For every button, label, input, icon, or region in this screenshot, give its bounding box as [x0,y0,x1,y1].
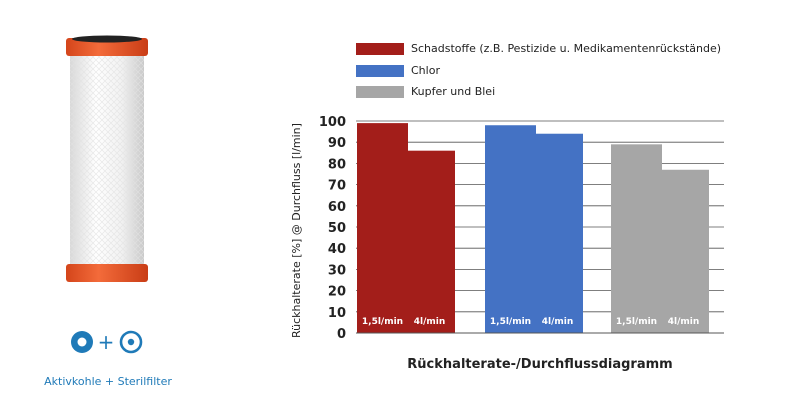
y-tick-label: 40 [328,242,346,257]
bar [357,123,408,334]
y-tick-label: 60 [328,200,346,215]
plot-area: 0 10 20 30 40 50 60 70 80 90 100 1,5l/min 4l/min 1,5l… [319,115,724,342]
bar [532,133,583,333]
product-caption: Aktivkohle + Sterilfilter [44,375,172,388]
y-tick-label: 70 [328,179,346,194]
top-cap [66,38,148,56]
y-tick-label: 50 [328,221,346,236]
legend-swatch [356,43,404,55]
bottom-cap [66,264,148,282]
y-tick-label: 30 [328,263,346,278]
filter-cartridge-image [66,35,148,282]
y-tick-label: 80 [328,157,346,172]
bar-label: 1,5l/min [362,317,403,327]
bar-label: 4l/min [414,317,446,327]
filter-type-badge: + [68,328,148,356]
bar-label: 4l/min [668,317,700,327]
legend-label: Chlor [411,64,440,77]
legend-label: Kupfer und Blei [411,85,496,98]
bar-label: 1,5l/min [490,317,531,327]
legend-swatch [356,86,404,98]
bar [404,150,455,333]
product-panel: + Aktivkohle + Sterilfilter [0,0,200,400]
y-tick-label: 10 [328,306,346,321]
bar-label: 1,5l/min [616,317,657,327]
retention-chart: Schadstoffe (z.B. Pestizide u. Medikamen… [280,30,800,380]
bar-label: 4l/min [542,317,574,327]
plus-sign: + [98,330,115,354]
y-axis-label: Rückhalterate [%] @ Durchfluss [l/min] [290,123,303,338]
sterile-filter-icon [119,330,143,354]
y-tick-label: 90 [328,136,346,151]
legend-swatch [356,65,404,77]
bar [611,144,662,333]
y-tick-label: 100 [319,115,346,130]
bar [485,125,536,334]
y-tick-label: 20 [328,285,346,300]
y-tick-label: 0 [337,327,346,342]
bar [658,169,709,333]
chart-title: Rückhalterate-/Durchflussdiagramm [407,357,673,372]
legend-label: Schadstoffe (z.B. Pestizide u. Medikamen… [411,42,722,55]
